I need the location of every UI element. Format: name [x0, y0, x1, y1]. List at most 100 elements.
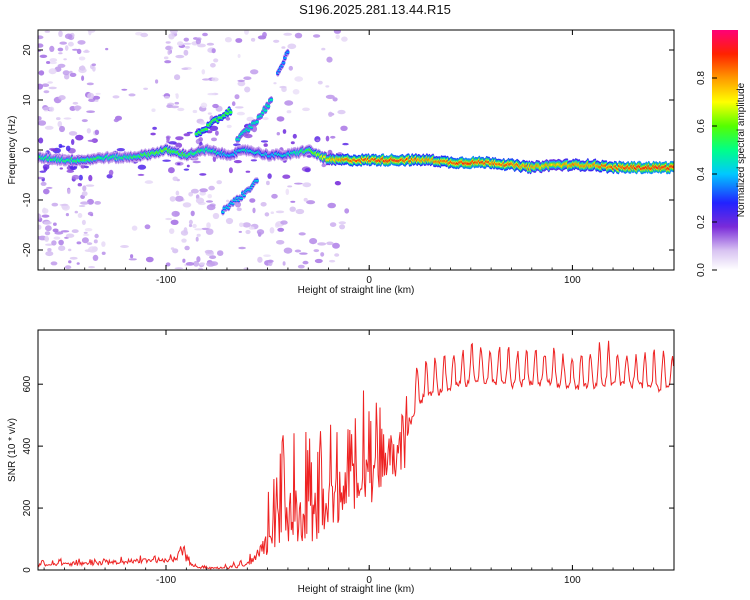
spectrogram-speckle	[185, 262, 195, 266]
x-tick-label: 100	[564, 575, 581, 586]
spectrogram-speckle	[48, 86, 57, 90]
snr-x-label: Height of straight line (km)	[298, 584, 415, 595]
x-tick-label: 100	[564, 275, 581, 286]
spectrogram-speckle	[249, 198, 256, 203]
y-tick-label: 600	[22, 375, 33, 392]
spectrogram-speckle	[309, 238, 318, 245]
spectrogram-speckle	[51, 202, 59, 207]
spectrogram-speckle	[250, 69, 259, 75]
spectrogram-speckle	[201, 69, 206, 75]
spectrogram-speckle	[192, 223, 197, 229]
spectrogram-speckle	[42, 164, 50, 170]
spectrogram-speckle	[58, 239, 64, 246]
spectrogram-speckle	[199, 191, 206, 196]
spectrogram-speckle	[297, 264, 305, 269]
spectrogram-speckle	[206, 204, 216, 211]
spectrogram-speckle	[294, 76, 304, 82]
spectrogram-speckle	[243, 267, 249, 270]
spectrogram-speckle	[294, 32, 303, 39]
spectrogram-speckle	[76, 241, 82, 245]
spectrogram-speckle	[205, 228, 214, 235]
colorbar-tick-label: 0.6	[696, 119, 707, 133]
spectrogram-speckle	[188, 219, 193, 225]
spectrogram-speckle	[58, 52, 63, 55]
spectrogram-speckle	[338, 221, 346, 225]
spectrogram-speckle	[257, 256, 263, 263]
spectrogram-branch-cell	[285, 51, 290, 54]
spectrogram-speckle	[43, 90, 50, 94]
spectrogram-speckle	[207, 92, 216, 96]
spectrogram-speckle	[174, 267, 184, 270]
x-tick-label: -100	[156, 275, 176, 286]
spectrogram-speckle	[45, 243, 54, 246]
spectrogram-speckle	[83, 231, 88, 234]
spectrogram-speckle	[63, 58, 67, 61]
colorbar-tick-label: 0.0	[696, 263, 707, 277]
spectrogram-speckle	[196, 256, 201, 263]
spectrogram-speckle	[332, 97, 338, 102]
spectrogram-speckle	[50, 261, 58, 266]
spectrogram-y-ticks: 20 10 0 -10 -20	[22, 44, 674, 257]
spectrogram-speckle	[38, 35, 44, 40]
spectrogram-x-label: Height of straight line (km)	[298, 285, 415, 296]
spectrogram-speckle	[262, 31, 267, 38]
spectrogram-speckle	[87, 30, 96, 33]
spectrogram-speckle	[88, 246, 97, 253]
spectrogram-speckle	[45, 225, 52, 232]
spectrogram-speckle	[38, 116, 42, 121]
spectrogram-speckle	[320, 252, 325, 257]
spectrogram-speckle	[199, 121, 206, 125]
spectrogram-speckle	[78, 56, 86, 61]
spectrogram-speckle	[332, 242, 340, 249]
spectrogram-y-label: Frequency (Hz)	[7, 116, 18, 185]
spectrogram-speckle	[206, 222, 211, 229]
spectrogram-speckle	[183, 49, 189, 56]
spectrogram-speckle	[321, 163, 327, 168]
spectrogram-speckle	[211, 137, 217, 142]
spectrogram-speckle	[69, 256, 78, 260]
spectrogram-speckle	[38, 137, 44, 144]
x-tick-label: 0	[366, 575, 372, 586]
spectrogram-speckle	[74, 210, 79, 214]
spectrogram-speckle	[61, 204, 70, 211]
spectrogram-speckle	[144, 224, 151, 230]
spectrogram-speckle	[145, 256, 154, 263]
spectrogram-speckle	[270, 211, 274, 214]
spectrogram-speckle	[287, 185, 293, 188]
spectrogram-speckle	[256, 229, 265, 235]
spectrogram-speckle	[172, 176, 178, 182]
spectrogram-speckle	[188, 192, 194, 197]
spectrogram-speckle	[280, 220, 288, 225]
spectrogram-speckle	[171, 210, 180, 217]
spectrogram-speckle	[41, 208, 49, 214]
spectrogram-speckle	[38, 50, 42, 52]
spectrogram-speckle	[188, 223, 193, 228]
y-tick-label: 200	[22, 499, 33, 516]
spectrogram-speckle	[60, 230, 70, 233]
spectrogram-speckle	[58, 30, 63, 37]
spectrogram-speckle	[38, 224, 42, 230]
spectrogram-speckle	[94, 99, 99, 102]
spectrogram-speckle	[267, 173, 272, 179]
spectrogram-speckle	[175, 190, 180, 196]
spectrogram-speckle	[45, 251, 54, 257]
spectrogram-speckle	[290, 141, 295, 145]
spectrogram-speckle	[313, 34, 321, 38]
spectrogram-speckle	[269, 227, 275, 234]
spectrogram-speckle	[231, 101, 236, 107]
spectrogram-speckle	[85, 184, 95, 187]
spectrogram-speckle	[226, 124, 232, 129]
spectrogram-speckle	[303, 197, 308, 202]
spectrogram-speckle	[184, 245, 190, 251]
spectrogram-speckle	[263, 254, 271, 257]
spectrogram-branch-cell	[239, 197, 244, 200]
spectrogram-speckle	[64, 45, 69, 51]
spectrogram-speckle	[328, 111, 333, 118]
y-tick-label: -10	[22, 192, 33, 207]
spectrogram-speckle	[244, 30, 249, 35]
spectrogram-speckle	[165, 217, 173, 221]
spectrogram-speckle	[62, 70, 70, 76]
spectrogram-speckle	[88, 174, 93, 182]
